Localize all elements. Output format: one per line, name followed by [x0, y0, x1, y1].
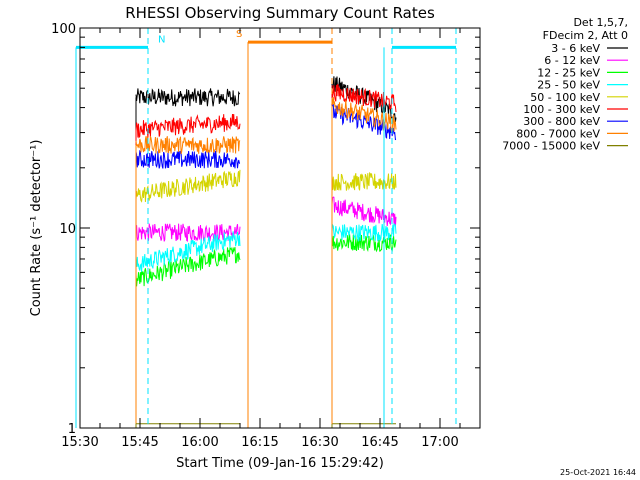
x-tick-label: 17:00 [421, 435, 458, 450]
legend-label: 7000 - 15000 keV [502, 140, 600, 153]
chart-title: RHESSI Observing Summary Count Rates [125, 4, 435, 22]
legend-entry: 3 - 6 keV [551, 42, 628, 55]
series-line [135, 245, 241, 287]
flag-S: S [236, 28, 333, 428]
series-25-50-kev [135, 222, 397, 428]
legend-entry: 7000 - 15000 keV [502, 140, 628, 153]
flag-label: N [158, 34, 165, 45]
legend-header-1: Det 1,5,7, [573, 16, 628, 29]
legend-label: 800 - 7000 keV [516, 127, 600, 140]
legend-entry: 25 - 50 keV [537, 79, 628, 92]
y-tick-label: 1 [68, 422, 76, 437]
series-line [135, 88, 241, 107]
plot-frame [79, 27, 481, 429]
series-line [331, 196, 397, 227]
flag-label: S [236, 29, 242, 40]
y-tick-label: 10 [59, 222, 76, 237]
legend-label: 6 - 12 keV [544, 54, 600, 67]
series-7000-15000-kev [135, 423, 396, 428]
legend-entry: 800 - 7000 keV [516, 127, 628, 140]
x-tick-label: 16:45 [361, 435, 398, 450]
x-tick-label: 16:15 [241, 435, 278, 450]
series-line [331, 172, 397, 191]
series-line [135, 169, 241, 203]
legend-label: 100 - 300 keV [523, 103, 600, 116]
series-line [331, 96, 397, 134]
series-12-25-kev [135, 234, 397, 428]
x-tick-label: 16:30 [301, 435, 338, 450]
series-300-800-kev [135, 103, 397, 428]
series-line [135, 231, 241, 272]
series-line [135, 223, 241, 243]
y-axis-label: Count Rate (s⁻¹ detector⁻¹) [29, 140, 44, 317]
series-line [135, 113, 241, 139]
axes: 1 10 100 15:30 15:45 16:00 16:15 16:30 16:45 17:0… [51, 22, 481, 450]
x-tick-label: 15:45 [121, 435, 158, 450]
legend-entry: 12 - 25 keV [537, 66, 628, 79]
legend-label: 50 - 100 keV [530, 91, 600, 104]
footer-date: 25-Oct-2021 16:44 [560, 468, 636, 477]
legend-entry: 50 - 100 keV [530, 91, 628, 104]
flag-N: N [75, 28, 457, 428]
series-line [331, 234, 397, 253]
y-tick-label: 100 [51, 22, 76, 37]
series-100-300-kev [135, 83, 397, 428]
series-line [135, 149, 241, 169]
series-line [331, 222, 397, 243]
legend-header-2: FDecim 2, Att 0 [543, 29, 628, 42]
legend-entry: 300 - 800 keV [523, 115, 628, 128]
x-tick-label: 15:30 [61, 435, 98, 450]
x-axis-label: Start Time (09-Jan-16 15:29:42) [176, 456, 384, 471]
legend-entry: 6 - 12 keV [544, 54, 628, 67]
series-line [331, 83, 397, 113]
x-tick-label: 16:00 [181, 435, 218, 450]
series-line [135, 135, 241, 155]
legend-label: 300 - 800 keV [523, 115, 600, 128]
legend-label: 12 - 25 keV [537, 66, 600, 79]
legend-label: 3 - 6 keV [551, 42, 600, 55]
legend-label: 25 - 50 keV [537, 79, 600, 92]
legend-entry: 100 - 300 keV [523, 103, 628, 116]
series-line [331, 103, 397, 141]
